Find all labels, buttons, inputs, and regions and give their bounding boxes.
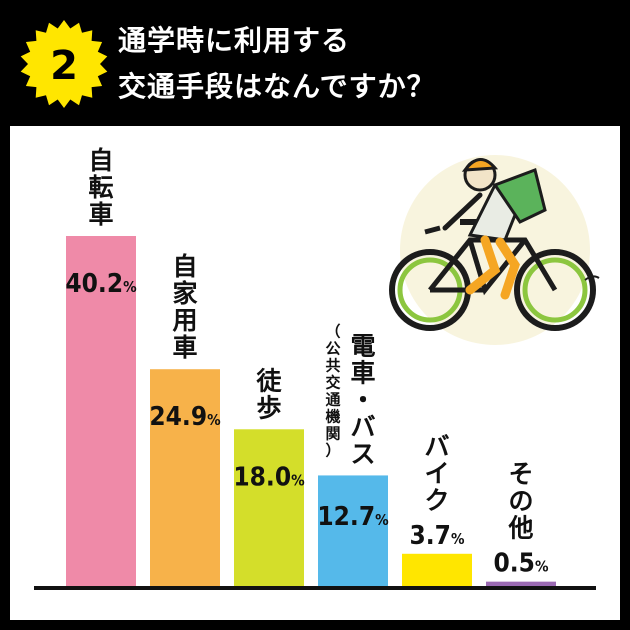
category-label-2: 徒歩	[255, 366, 282, 422]
bars: 40.2%自転車24.9%自家用車18.0%徒歩12.7%電車・バス（公共交通機…	[65, 146, 556, 586]
category-note-3: （公共交通機関）	[325, 322, 340, 459]
category-char: 車	[88, 200, 113, 229]
category-char: 自	[172, 252, 197, 281]
category-char: 他	[507, 514, 533, 543]
note-char: 共	[325, 356, 340, 374]
category-label-5: その他	[507, 460, 533, 543]
value-unit-3: %	[375, 511, 389, 529]
category-label-0: 自転車	[88, 146, 113, 229]
bar-1	[150, 369, 220, 586]
note-char: 通	[325, 390, 340, 408]
bar-3	[318, 475, 388, 586]
category-char: バ	[350, 412, 375, 441]
note-char: 交	[325, 373, 340, 391]
value-label-5: 0.5%	[494, 549, 549, 579]
category-char: 用	[172, 306, 197, 335]
bar-4	[402, 553, 472, 586]
value-label-4: 3.7%	[410, 521, 465, 551]
category-char: イ	[424, 459, 449, 488]
bar-0	[66, 236, 136, 586]
number-badge	[20, 20, 108, 108]
category-char: の	[508, 487, 533, 516]
note-char: 公	[325, 339, 340, 357]
question-number: 2	[50, 43, 78, 89]
category-char: 電	[350, 331, 375, 360]
question-title-line-2: 交通手段はなんですか？	[118, 70, 436, 103]
category-char: 車	[350, 358, 375, 387]
category-char: 車	[172, 333, 197, 362]
category-char: ・	[350, 385, 375, 414]
header-graphics: 2	[20, 20, 108, 108]
value-unit-1: %	[207, 411, 221, 429]
bar-2	[234, 429, 304, 586]
question-title-line-1: 通学時に利用する	[118, 24, 351, 57]
question-title: 通学時に利用する 交通手段はなんですか？	[118, 18, 436, 110]
category-char: ク	[424, 486, 449, 515]
value-unit-0: %	[123, 278, 137, 296]
note-char: 関	[325, 424, 340, 442]
category-char: バ	[424, 432, 449, 461]
value-unit-5: %	[535, 558, 549, 576]
category-label-3: 電車・バス	[350, 331, 375, 468]
category-char: そ	[508, 460, 533, 489]
category-label-1: 自家用車	[172, 252, 197, 362]
category-char: ス	[350, 439, 375, 468]
category-char: 自	[88, 146, 113, 175]
category-char: 歩	[256, 393, 281, 422]
cyclist-icon	[389, 155, 600, 345]
note-char: 機	[325, 407, 340, 425]
value-unit-4: %	[451, 530, 465, 548]
note-char: （	[325, 322, 340, 340]
category-label-4: バイク	[424, 432, 449, 515]
category-char: 徒	[255, 366, 282, 395]
note-char: ）	[325, 441, 340, 459]
bar-5	[486, 581, 556, 586]
category-char: 転	[88, 173, 113, 202]
category-char: 家	[172, 279, 197, 308]
value-unit-2: %	[291, 471, 305, 489]
